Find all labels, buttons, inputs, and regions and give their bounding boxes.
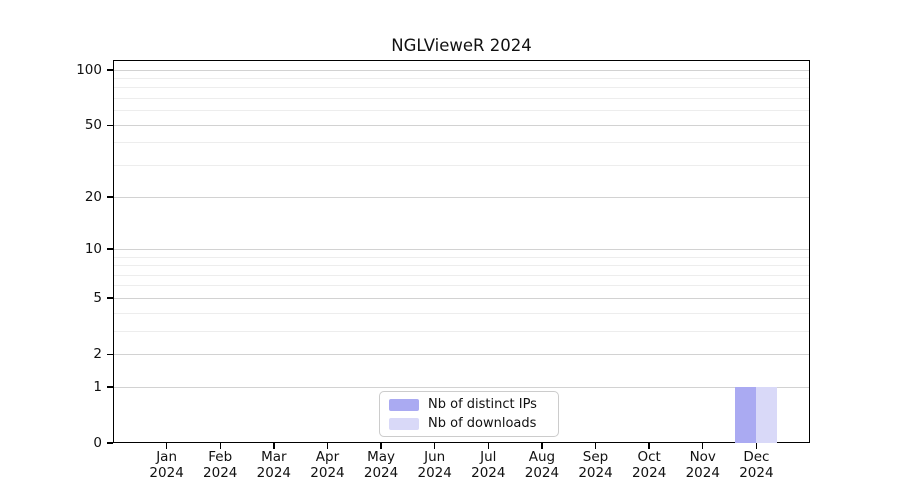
major-gridline (114, 353, 809, 355)
minor-gridline (114, 330, 809, 332)
legend: Nb of distinct IPs Nb of downloads (379, 391, 559, 437)
x-tick-mark (594, 443, 597, 449)
major-gridline (114, 297, 809, 299)
major-gridline (114, 196, 809, 198)
x-tick-label: Jul 2024 (471, 449, 506, 481)
y-tick-mark (107, 297, 113, 299)
x-tick-mark (755, 443, 758, 449)
y-tick-label: 100 (76, 62, 102, 78)
x-tick-mark (273, 443, 275, 449)
minor-gridline (114, 285, 809, 287)
x-tick-label: Jan 2024 (149, 449, 184, 481)
x-tick-label: Nov 2024 (685, 449, 720, 481)
minor-gridline (114, 110, 809, 112)
x-tick-mark (702, 443, 704, 449)
minor-gridline (114, 312, 809, 314)
bar-nb-of-distinct-ips-dec-2024 (734, 386, 756, 443)
major-gridline (114, 69, 809, 71)
x-tick-mark (219, 443, 221, 449)
minor-gridline (114, 274, 809, 276)
x-tick-mark (648, 443, 650, 449)
y-tick-mark (107, 196, 113, 198)
y-tick-mark (107, 442, 113, 444)
x-tick-mark (487, 443, 489, 449)
legend-swatch-downloads-icon (389, 417, 419, 430)
major-gridline (114, 248, 809, 250)
x-tick-label: Oct 2024 (631, 449, 667, 481)
minor-gridline (114, 165, 809, 167)
major-gridline (114, 386, 809, 388)
y-tick-label: 10 (84, 241, 102, 258)
x-tick-label: Apr 2024 (310, 449, 345, 481)
y-tick-label: 0 (93, 435, 102, 451)
x-tick-label: Sep 2024 (578, 449, 613, 481)
y-tick-mark (107, 248, 113, 250)
y-tick-label: 20 (84, 188, 102, 205)
y-tick-mark (107, 69, 113, 71)
legend-label-downloads: Nb of downloads (428, 415, 537, 431)
y-tick-label: 1 (93, 378, 102, 395)
x-tick-mark (380, 443, 382, 449)
y-tick-mark (107, 353, 113, 355)
major-gridline (114, 124, 809, 126)
minor-gridline (114, 87, 809, 89)
y-tick-label: 50 (84, 117, 102, 134)
x-tick-label: Aug 2024 (524, 449, 560, 481)
plot-area (113, 60, 810, 443)
x-tick-mark (541, 443, 543, 449)
x-tick-mark (165, 443, 168, 449)
x-tick-mark (326, 443, 329, 449)
minor-gridline (114, 265, 809, 267)
bar-nb-of-downloads-dec-2024 (755, 386, 777, 443)
y-tick-mark (107, 386, 113, 388)
legend-swatch-distinct-ips-icon (389, 398, 419, 411)
x-tick-label: Dec 2024 (739, 449, 774, 481)
y-tick-mark (107, 124, 113, 126)
x-tick-label: Mar 2024 (256, 449, 292, 481)
x-tick-mark (433, 443, 436, 449)
minor-gridline (114, 142, 809, 144)
minor-gridline (114, 98, 809, 100)
x-tick-label: May 2024 (363, 449, 399, 481)
chart-title: NGLVieweR 2024 (391, 36, 532, 55)
y-tick-label: 2 (93, 346, 102, 363)
legend-item-distinct-ips: Nb of distinct IPs (389, 396, 549, 412)
y-tick-label: 5 (93, 290, 102, 307)
minor-gridline (114, 78, 809, 80)
legend-label-distinct-ips: Nb of distinct IPs (428, 396, 537, 412)
legend-item-downloads: Nb of downloads (389, 415, 549, 431)
minor-gridline (114, 256, 809, 258)
x-tick-label: Jun 2024 (417, 449, 452, 481)
x-tick-label: Feb 2024 (203, 449, 238, 481)
